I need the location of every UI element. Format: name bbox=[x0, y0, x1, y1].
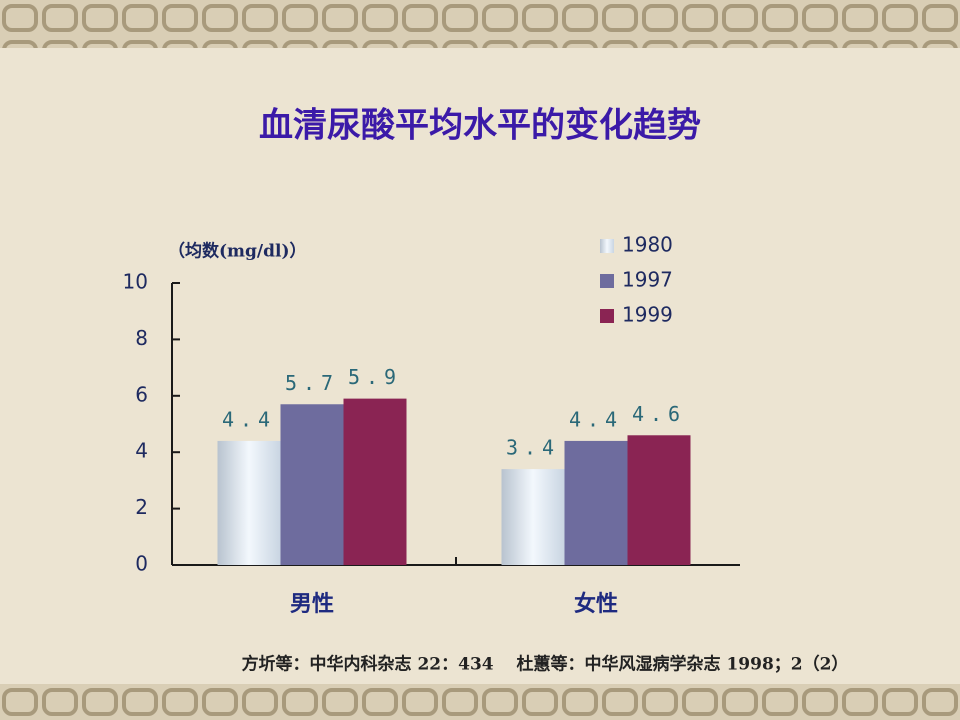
value-label: 4.4 bbox=[569, 407, 623, 431]
value-label: 5.9 bbox=[348, 365, 402, 389]
bottom-border bbox=[0, 684, 960, 720]
x-tick-label: 男性 bbox=[290, 592, 334, 617]
legend-swatch bbox=[600, 309, 614, 323]
x-tick-label: 女性 bbox=[574, 591, 618, 617]
bar bbox=[501, 469, 565, 565]
bar bbox=[217, 440, 281, 565]
legend-swatch bbox=[600, 274, 614, 288]
value-label: 3.4 bbox=[506, 436, 560, 460]
y-tick-label: 10 bbox=[123, 270, 148, 294]
bar bbox=[343, 398, 407, 565]
value-label: 4.4 bbox=[222, 407, 276, 431]
y-axis-label: （均数(mg/dl)） bbox=[168, 241, 307, 262]
bar bbox=[564, 440, 628, 565]
y-tick-label: 8 bbox=[135, 326, 148, 350]
value-label: 4.6 bbox=[632, 402, 686, 426]
y-tick-label: 2 bbox=[135, 495, 148, 519]
y-tick-label: 6 bbox=[135, 382, 148, 406]
bar bbox=[280, 404, 344, 565]
top-border bbox=[0, 0, 960, 48]
bar bbox=[627, 435, 691, 565]
legend-swatch bbox=[600, 239, 614, 253]
chart-title: 血清尿酸平均水平的变化趋势 bbox=[259, 106, 701, 146]
legend-label: 1999 bbox=[622, 303, 673, 327]
legend-label: 1997 bbox=[622, 268, 673, 292]
footnote: 方圻等：中华内科杂志 22：434 杜蕙等：中华风湿病学杂志 1998；2（2） bbox=[242, 654, 849, 675]
y-tick-label: 4 bbox=[135, 439, 148, 463]
y-tick-label: 0 bbox=[135, 552, 148, 576]
legend-label: 1980 bbox=[622, 233, 673, 257]
value-label: 5.7 bbox=[285, 371, 339, 395]
